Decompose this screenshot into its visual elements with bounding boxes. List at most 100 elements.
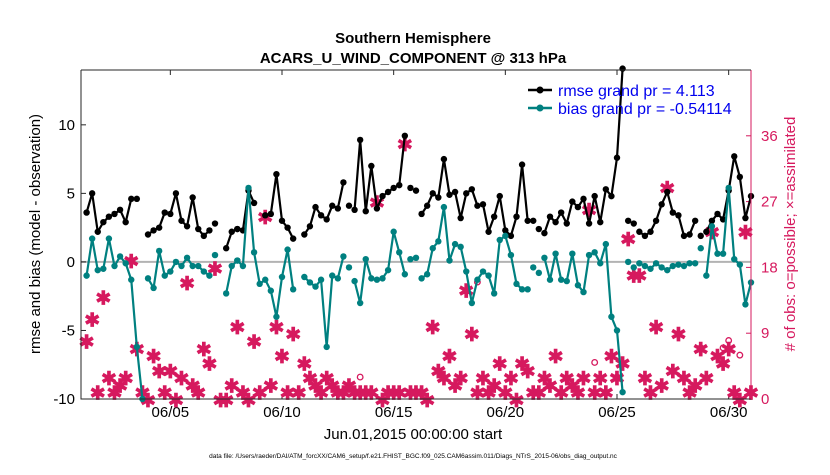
obs-assimilated-marker: ✱ <box>341 376 357 397</box>
rmse-point <box>317 212 325 219</box>
legend-rmse-marker <box>536 86 544 94</box>
bias-point <box>524 286 531 293</box>
bias-point <box>228 262 235 270</box>
x-tick-label: 06/05 <box>152 404 190 421</box>
bias-line-segment <box>420 205 528 305</box>
rmse-point <box>222 245 230 252</box>
obs-assimilated-marker: ✱ <box>246 333 262 354</box>
bias-point <box>530 264 537 271</box>
x-tick-label: 06/10 <box>263 404 301 421</box>
bias-point <box>301 273 308 281</box>
obs-assimilated-marker: ✱ <box>419 391 435 412</box>
bias-point <box>641 262 649 270</box>
obs-assimilated-marker: ✱ <box>268 318 284 339</box>
rmse-point <box>524 217 531 224</box>
rmse-point <box>574 203 582 211</box>
bias-point <box>669 262 677 270</box>
obs-assimilated-marker: ✱ <box>503 369 519 390</box>
bias-point <box>144 275 152 282</box>
y-axis-label: rmse and bias (model - observation) <box>27 114 44 354</box>
rmse-point <box>100 218 107 226</box>
obs-assimilated-marker: ✱ <box>308 376 324 397</box>
bias-point <box>418 275 425 282</box>
bias-point <box>167 268 174 275</box>
bias-point <box>457 243 464 251</box>
rmse-point <box>278 217 286 224</box>
bias-point <box>636 260 643 267</box>
bias-point <box>731 255 738 263</box>
y2-axis-ticks: 0 9 18 27 36 <box>746 128 778 408</box>
obs-assimilated-marker: ✱ <box>492 354 508 375</box>
rmse-point <box>580 195 587 203</box>
rmse-point <box>490 213 498 220</box>
rmse-point <box>122 218 129 226</box>
bias-series <box>83 184 755 403</box>
rmse-point <box>368 162 375 170</box>
rmse-point <box>301 231 308 238</box>
bias-point <box>725 184 732 192</box>
rmse-point <box>373 205 381 212</box>
rmse-point <box>708 217 716 224</box>
rmse-point <box>546 213 554 220</box>
bias-point <box>273 313 280 320</box>
rmse-point <box>557 209 565 216</box>
obs-assimilated-marker: ✱ <box>475 369 491 390</box>
obs-assimilated-marker: ✱ <box>296 354 312 375</box>
obs-possible-marker <box>446 351 453 359</box>
rmse-point <box>362 207 369 215</box>
obs-assimilated-marker: ✱ <box>151 362 167 383</box>
rmse-point <box>155 224 163 231</box>
y2-tick-label: 27 <box>761 194 778 211</box>
obs-assimilated-marker: ✱ <box>229 318 245 339</box>
bias-point <box>267 287 275 294</box>
obs-assimilated-marker: ✱ <box>118 369 134 390</box>
obs-assimilated-marker: ✱ <box>285 325 301 346</box>
bias-point <box>356 299 364 307</box>
rmse-point <box>306 223 314 230</box>
rmse-point <box>228 228 235 235</box>
bias-point <box>183 254 191 262</box>
bias-point <box>334 275 342 282</box>
bias-point <box>552 250 559 257</box>
rmse-point <box>440 155 448 163</box>
obs-assimilated-marker: ✱ <box>179 274 195 295</box>
bias-point <box>189 262 196 270</box>
rmse-point <box>189 194 196 201</box>
obs-assimilated-marker: ✱ <box>84 311 100 332</box>
rmse-point <box>597 218 604 226</box>
rmse-point <box>496 192 503 200</box>
rmse-point <box>88 190 96 197</box>
rmse-point <box>719 216 727 223</box>
obs-assimilated-marker: ✱ <box>687 376 703 397</box>
bias-point <box>412 254 420 262</box>
bias-point <box>647 265 654 272</box>
rmse-point <box>128 195 135 203</box>
rmse-point <box>535 225 543 233</box>
bias-point <box>463 268 470 275</box>
rmse-point <box>429 190 436 197</box>
obs-assimilated-marker: ✱ <box>486 376 502 397</box>
rmse-point <box>183 223 191 230</box>
obs-assimilated-marker: ✱ <box>715 354 731 375</box>
rmse-point <box>451 188 459 196</box>
obs-possible-marker <box>630 271 638 279</box>
bias-point <box>513 280 520 288</box>
bias-point <box>742 301 749 308</box>
bias-point <box>211 251 219 259</box>
rmse-point <box>94 228 101 235</box>
bias-point <box>396 249 403 256</box>
rmse-point <box>518 161 526 168</box>
obs-possible-marker <box>127 256 135 264</box>
obs-assimilated-marker: ✱ <box>464 325 480 346</box>
bias-point <box>155 247 163 255</box>
rmse-point <box>384 188 392 196</box>
rmse-point <box>703 228 710 235</box>
y2-tick-label: 0 <box>761 391 769 408</box>
rmse-point <box>647 228 654 235</box>
bias-point <box>602 240 610 248</box>
obs-assimilated-marker: ✱ <box>425 318 441 339</box>
obs-assimilated-marker: ✱ <box>732 391 748 412</box>
bias-point <box>541 254 548 262</box>
bias-point <box>474 276 481 283</box>
chart-subtitle: ACARS_U_WIND_COMPONENT @ 313 hPa <box>260 50 567 67</box>
